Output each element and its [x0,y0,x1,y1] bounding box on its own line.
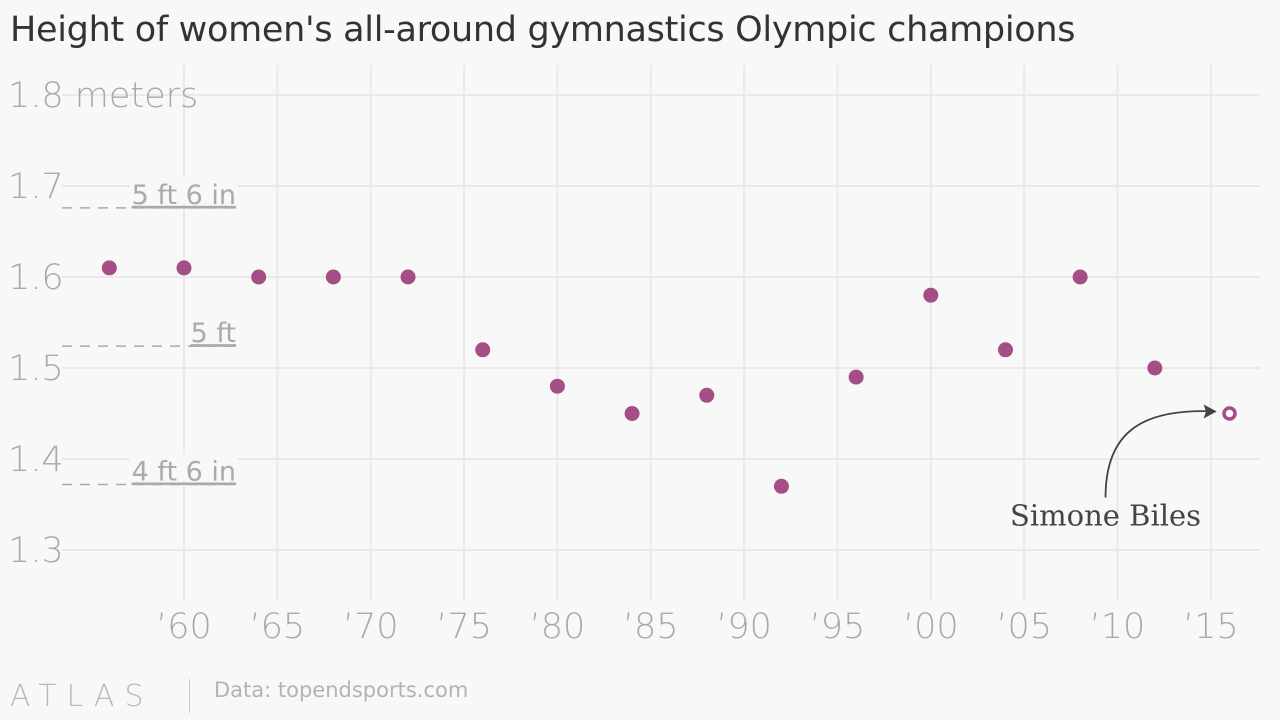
x-tick-label: ’70 [343,607,399,647]
data-point [699,387,715,403]
x-tick-label: ’15 [1183,607,1239,647]
x-tick-label: ’85 [623,607,679,647]
annotation-label: Simone Biles [1010,499,1201,533]
data-point [1147,360,1163,376]
x-tick-label: ’75 [436,607,492,647]
data-point [997,342,1013,358]
data-point [475,342,491,358]
reference-label-bg [129,454,238,481]
data-point [400,269,416,285]
data-point [251,269,267,285]
reference-label-bg [188,316,238,343]
y-tick-label: 1.3 [8,531,64,571]
y-tick-label: 1.6 [8,258,64,298]
x-tick-label: ’10 [1090,607,1146,647]
reference-label: 5 ft 6 in [132,180,236,211]
data-point [624,406,640,421]
reference-label: 4 ft 6 in [132,456,236,487]
reference-label-bg [129,177,238,204]
data-point-hollow [1222,406,1237,421]
y-tick-label: 1.4 [8,440,64,480]
y-tick-label: 1.7 [8,167,64,207]
annotation-arrow [1104,410,1216,498]
y-tick-label: 1.5 [8,349,64,389]
x-tick-label: ’95 [810,607,866,647]
x-tick-label: ’60 [156,607,212,647]
data-point [549,378,565,394]
data-point [101,260,117,276]
data-point [773,478,789,494]
chart-title: Height of women's all-around gymnastics … [10,10,1076,50]
reference-label: 5 ft [191,318,236,349]
data-point [176,260,192,276]
x-tick-label: ’90 [716,607,772,647]
footer-divider [189,679,190,713]
x-tick-label: ’00 [903,607,959,647]
source-note: Data: topendsports.com [214,678,469,702]
x-tick-label: ’80 [530,607,586,647]
annotation-arrowhead [1203,404,1217,419]
x-tick-label: ’65 [250,607,306,647]
y-tick-label: 1.8 meters [8,76,198,116]
data-point [923,287,939,303]
data-point [1072,269,1088,285]
x-tick-label: ’05 [996,607,1052,647]
atlas-logo: ATLAS [10,679,154,714]
data-point [848,369,864,385]
data-point [325,269,341,285]
